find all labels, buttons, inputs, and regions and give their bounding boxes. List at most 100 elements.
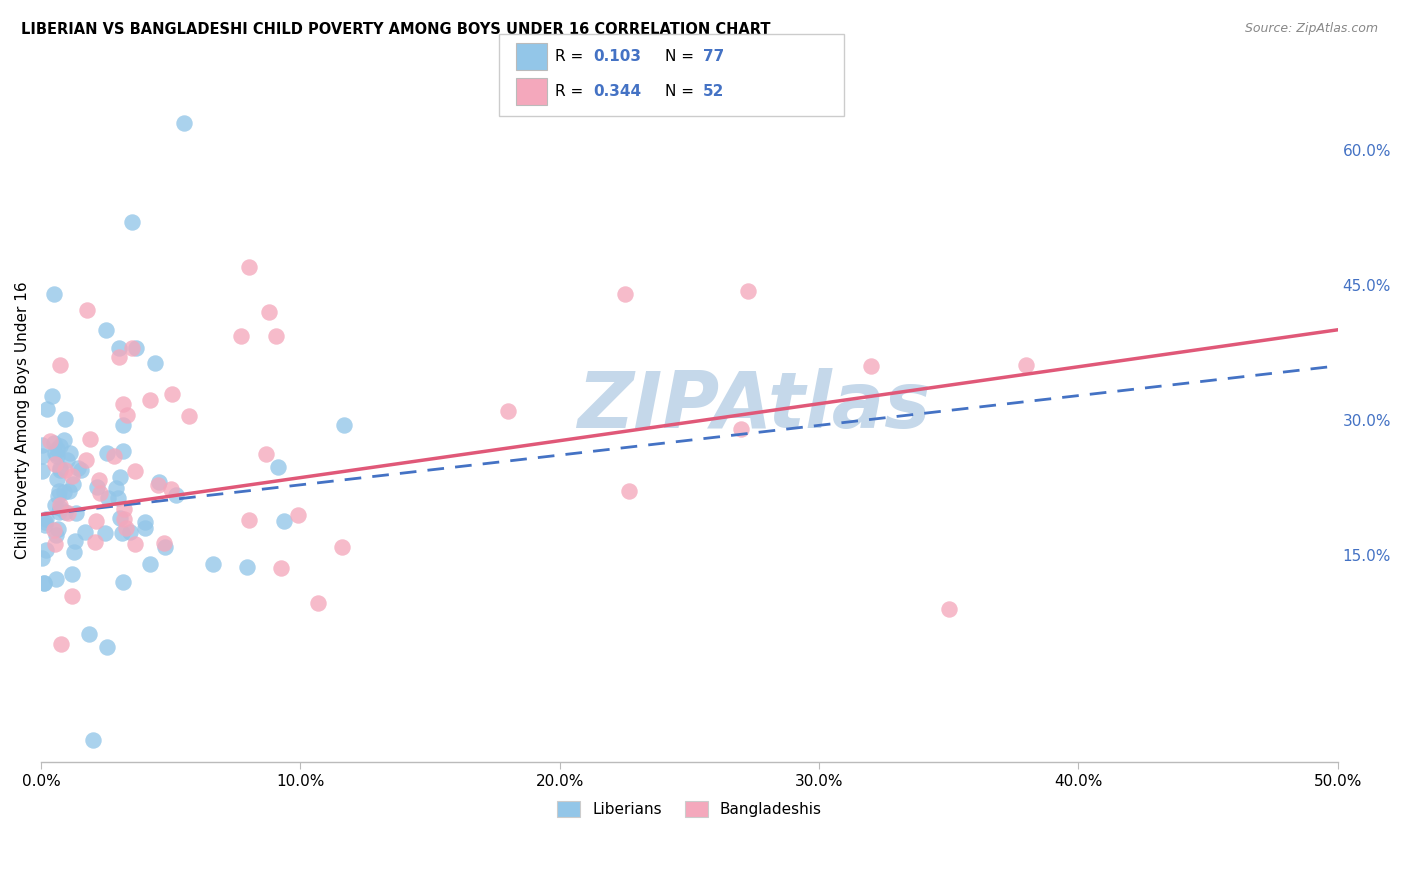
Liberians	[94, 323, 117, 337]
Liberians	[48, 483, 70, 498]
Bangladeshis	[44, 536, 66, 550]
Liberians	[148, 475, 170, 489]
Bangladeshis	[60, 469, 83, 483]
Liberians	[53, 485, 76, 500]
Liberians	[34, 576, 56, 591]
Bangladeshis	[160, 483, 183, 497]
Liberians	[49, 501, 72, 516]
Bangladeshis	[617, 484, 640, 499]
Bangladeshis	[53, 463, 76, 477]
Text: R =: R =	[555, 85, 589, 99]
Liberians	[34, 517, 56, 532]
Bangladeshis	[108, 350, 131, 364]
Bangladeshis	[86, 515, 108, 529]
Liberians	[48, 439, 70, 453]
Liberians	[94, 526, 117, 541]
Bangladeshis	[496, 404, 519, 418]
Bangladeshis	[115, 521, 138, 535]
Bangladeshis	[79, 432, 101, 446]
Text: R =: R =	[555, 49, 589, 63]
Liberians	[45, 472, 67, 486]
Liberians	[55, 505, 77, 519]
Bangladeshis	[60, 589, 83, 603]
Bangladeshis	[613, 286, 636, 301]
Liberians	[111, 525, 134, 540]
Liberians	[134, 515, 156, 529]
Bangladeshis	[124, 465, 146, 479]
Liberians	[111, 574, 134, 589]
Bangladeshis	[44, 457, 66, 471]
Liberians	[121, 214, 143, 228]
Liberians	[86, 479, 108, 493]
Bangladeshis	[162, 386, 184, 401]
Bangladeshis	[84, 534, 107, 549]
Bangladeshis	[307, 596, 329, 610]
Liberians	[45, 527, 67, 541]
Text: 52: 52	[703, 85, 724, 99]
Liberians	[96, 640, 118, 654]
Bangladeshis	[148, 478, 170, 492]
Legend: Liberians, Bangladeshis: Liberians, Bangladeshis	[551, 795, 828, 823]
Bangladeshis	[103, 449, 125, 463]
Liberians	[112, 417, 135, 432]
Liberians	[37, 402, 59, 417]
Bangladeshis	[121, 341, 143, 355]
Text: 0.344: 0.344	[593, 85, 641, 99]
Liberians	[53, 412, 76, 426]
Liberians	[31, 438, 53, 452]
Liberians	[108, 511, 131, 525]
Liberians	[143, 356, 166, 370]
Bangladeshis	[270, 560, 292, 574]
Bangladeshis	[254, 447, 277, 461]
Liberians	[56, 452, 79, 467]
Liberians	[108, 341, 131, 355]
Bangladeshis	[115, 408, 138, 422]
Liberians	[139, 558, 162, 572]
Bangladeshis	[938, 602, 960, 616]
Liberians	[107, 491, 129, 506]
Bangladeshis	[229, 329, 252, 343]
Liberians	[75, 525, 97, 540]
Bangladeshis	[51, 637, 73, 651]
Bangladeshis	[42, 523, 65, 537]
Liberians	[165, 488, 187, 502]
Liberians	[45, 573, 67, 587]
Bangladeshis	[238, 260, 260, 274]
Bangladeshis	[330, 540, 353, 554]
Liberians	[120, 525, 142, 540]
Liberians	[59, 446, 82, 460]
Liberians	[62, 477, 84, 491]
Liberians	[235, 560, 257, 574]
Liberians	[34, 515, 56, 529]
Liberians	[70, 463, 93, 477]
Bangladeshis	[859, 359, 882, 373]
Liberians	[35, 543, 58, 558]
Bangladeshis	[179, 409, 201, 423]
Liberians	[46, 522, 69, 536]
Liberians	[266, 459, 288, 474]
Bangladeshis	[48, 498, 70, 512]
Bangladeshis	[112, 502, 135, 516]
Text: 0.103: 0.103	[593, 49, 641, 63]
Bangladeshis	[139, 392, 162, 407]
Liberians	[79, 627, 101, 641]
Bangladeshis	[287, 508, 309, 522]
Bangladeshis	[56, 506, 79, 520]
Bangladeshis	[38, 434, 60, 449]
Bangladeshis	[89, 486, 111, 500]
Liberians	[273, 514, 295, 528]
Text: N =: N =	[665, 49, 699, 63]
Liberians	[52, 433, 75, 447]
Liberians	[66, 460, 89, 475]
Bangladeshis	[112, 397, 135, 411]
Liberians	[41, 389, 63, 403]
Text: LIBERIAN VS BANGLADESHI CHILD POVERTY AMONG BOYS UNDER 16 CORRELATION CHART: LIBERIAN VS BANGLADESHI CHILD POVERTY AM…	[21, 22, 770, 37]
Liberians	[35, 511, 58, 525]
Liberians	[42, 435, 65, 450]
Y-axis label: Child Poverty Among Boys Under 16: Child Poverty Among Boys Under 16	[15, 281, 30, 558]
Text: N =: N =	[665, 85, 699, 99]
Text: ZIPAtlas: ZIPAtlas	[578, 368, 931, 444]
Liberians	[201, 557, 224, 571]
Liberians	[105, 481, 128, 495]
Bangladeshis	[87, 474, 110, 488]
